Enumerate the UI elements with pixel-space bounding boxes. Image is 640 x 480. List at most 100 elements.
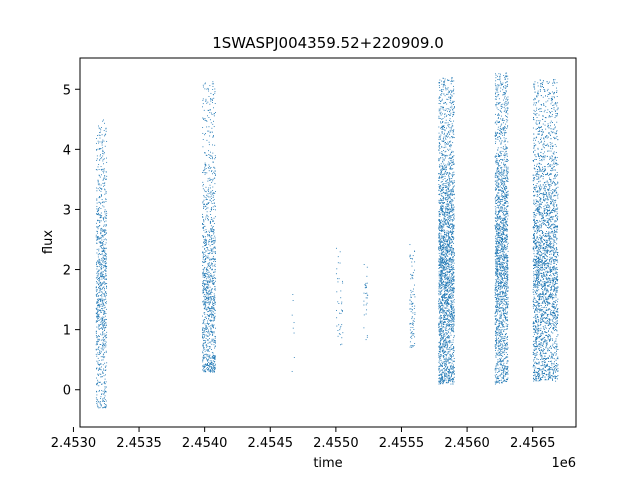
data-point xyxy=(208,368,210,369)
data-point xyxy=(440,227,442,229)
data-point xyxy=(101,140,103,142)
data-point xyxy=(106,210,107,212)
data-point xyxy=(104,255,106,257)
data-point xyxy=(448,348,450,350)
data-point xyxy=(449,91,450,93)
data-point xyxy=(438,82,440,83)
data-point xyxy=(213,233,215,235)
data-point xyxy=(440,354,441,356)
data-point xyxy=(208,301,210,303)
data-point xyxy=(211,203,213,204)
data-point xyxy=(451,195,453,196)
data-point xyxy=(447,352,449,354)
data-point xyxy=(449,148,451,150)
data-point xyxy=(209,346,211,348)
data-point xyxy=(103,357,105,359)
data-point xyxy=(206,359,208,361)
data-point xyxy=(101,334,103,336)
data-point xyxy=(446,282,448,284)
data-point xyxy=(204,305,206,307)
data-point xyxy=(439,138,441,140)
data-point xyxy=(204,167,206,169)
data-point xyxy=(207,354,209,356)
data-point xyxy=(452,130,454,132)
data-point xyxy=(98,237,100,239)
data-point xyxy=(99,220,101,222)
data-point xyxy=(105,225,107,227)
data-point xyxy=(205,340,207,342)
data-point xyxy=(202,261,203,263)
data-point xyxy=(438,271,440,273)
data-point xyxy=(452,90,454,92)
data-point xyxy=(445,277,447,279)
data-point xyxy=(439,96,441,98)
data-point xyxy=(443,262,444,264)
data-point xyxy=(209,281,211,283)
data-point xyxy=(448,284,450,285)
data-point xyxy=(100,344,102,345)
data-point xyxy=(206,289,208,291)
data-point xyxy=(440,242,442,244)
data-point xyxy=(451,237,453,238)
data-point xyxy=(214,297,216,299)
data-point xyxy=(443,207,445,209)
data-point xyxy=(451,91,453,93)
data-point xyxy=(98,134,100,136)
data-point xyxy=(444,95,446,97)
data-point xyxy=(207,257,209,259)
data-point xyxy=(496,181,498,183)
data-point xyxy=(450,152,452,154)
data-point xyxy=(444,293,446,295)
data-point xyxy=(438,166,440,167)
data-point xyxy=(439,143,441,145)
data-point xyxy=(440,241,442,243)
data-point xyxy=(451,252,453,254)
data-point xyxy=(450,356,452,358)
data-point xyxy=(441,119,443,120)
data-point xyxy=(450,285,452,287)
data-point xyxy=(100,347,102,349)
data-point xyxy=(213,115,215,117)
data-point xyxy=(445,253,447,255)
data-point xyxy=(446,213,448,215)
data-point xyxy=(98,269,100,271)
data-point xyxy=(497,309,499,311)
data-point xyxy=(440,184,441,186)
data-point xyxy=(103,153,105,155)
data-point xyxy=(499,160,501,162)
data-point xyxy=(97,220,99,222)
data-point xyxy=(452,290,454,292)
data-point xyxy=(209,222,211,224)
data-point xyxy=(441,190,443,192)
data-point xyxy=(341,303,343,305)
data-point xyxy=(449,350,451,352)
data-point xyxy=(443,313,445,315)
data-point xyxy=(499,345,501,347)
data-point xyxy=(105,259,107,261)
data-point xyxy=(207,297,209,299)
data-point xyxy=(448,226,450,228)
data-point xyxy=(447,283,449,285)
data-point xyxy=(209,119,211,121)
data-point xyxy=(102,371,103,373)
data-point xyxy=(440,192,442,194)
data-point xyxy=(448,232,450,234)
data-point xyxy=(439,323,441,325)
data-point xyxy=(448,176,450,178)
data-point xyxy=(293,322,295,324)
data-point xyxy=(100,264,102,266)
data-point xyxy=(447,310,449,312)
data-point xyxy=(438,235,440,237)
data-point xyxy=(451,191,453,193)
data-point xyxy=(495,162,497,164)
data-point xyxy=(453,290,455,292)
data-point xyxy=(205,164,207,166)
data-point xyxy=(438,246,440,247)
data-point xyxy=(214,88,216,90)
data-point xyxy=(212,340,214,342)
data-point xyxy=(498,189,500,191)
data-point xyxy=(453,377,454,379)
data-point xyxy=(447,375,449,377)
data-point xyxy=(439,357,441,359)
data-point xyxy=(444,335,446,337)
